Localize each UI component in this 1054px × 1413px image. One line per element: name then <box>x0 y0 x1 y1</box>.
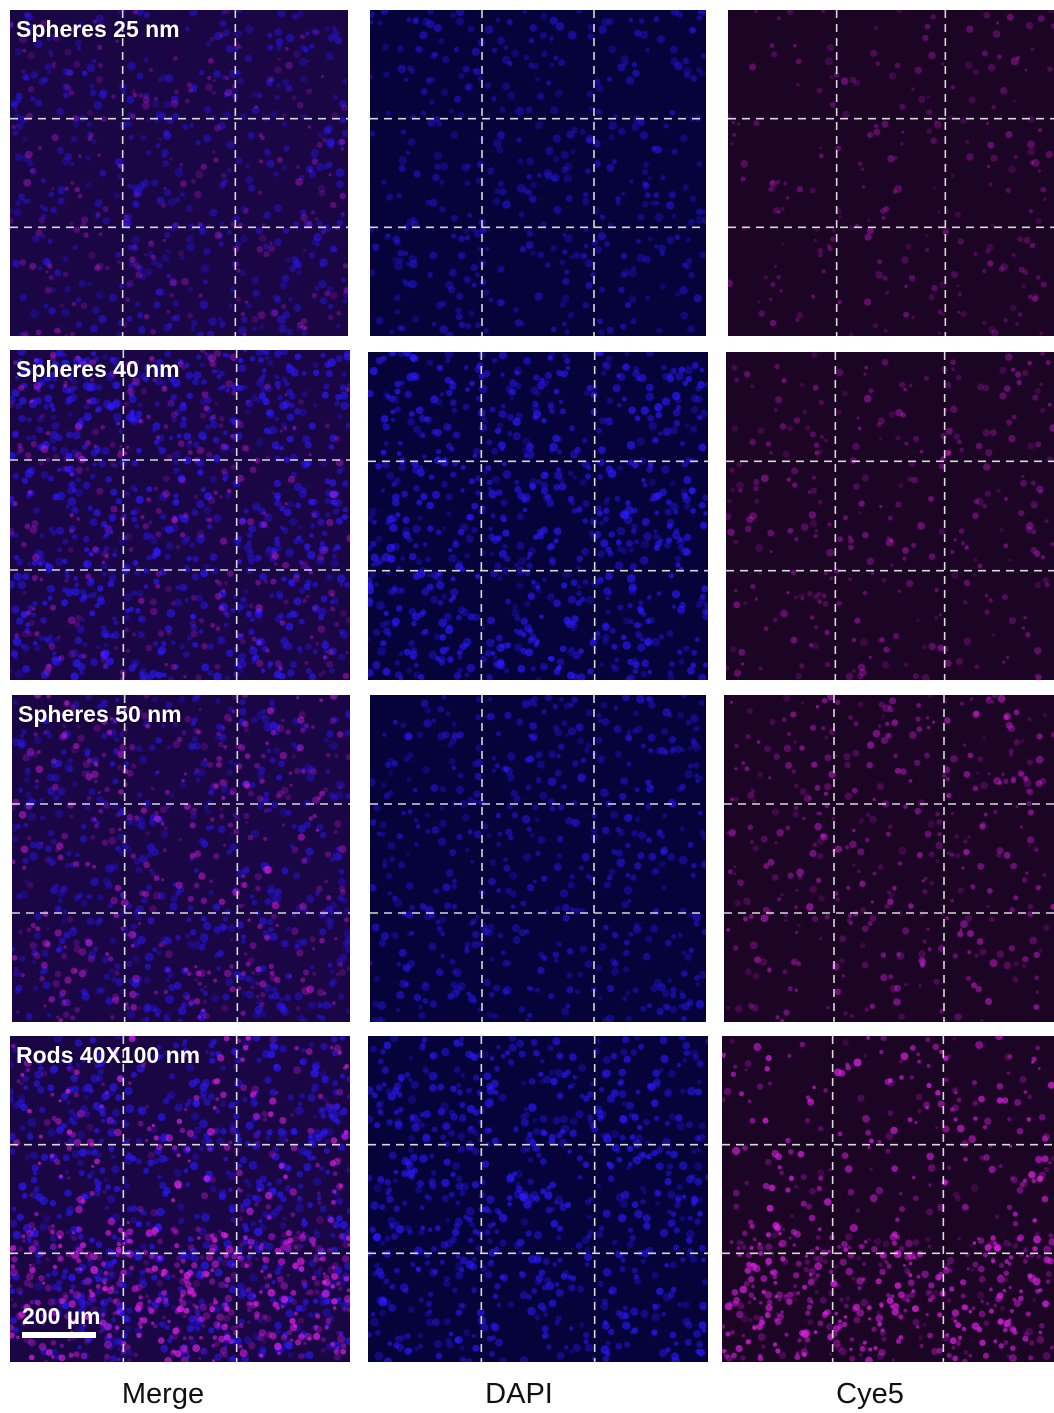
column-label-dapi: DAPI <box>485 1378 553 1410</box>
panel-dapi-row-1 <box>370 10 706 336</box>
micrograph-image <box>370 10 706 336</box>
panel-dapi-row-3 <box>370 695 706 1022</box>
row-label-rods-40x100nm: Rods 40X100 nm <box>16 1042 201 1068</box>
panel-merge-row-4: Rods 40X100 nm 200 µm <box>10 1036 350 1362</box>
panel-merge-row-2: Spheres 40 nm <box>10 350 350 680</box>
panel-cye5-row-1 <box>728 10 1054 336</box>
panel-merge-row-1: Spheres 25 nm <box>10 10 348 336</box>
micrograph-image <box>722 1036 1054 1362</box>
scale-bar-label: 200 µm <box>22 1303 101 1329</box>
column-label-merge: Merge <box>121 1378 205 1410</box>
micrograph-image <box>368 352 708 680</box>
panel-cye5-row-2 <box>726 352 1054 680</box>
micrograph-image <box>724 695 1054 1022</box>
column-label-cye5: Cye5 <box>836 1378 904 1410</box>
panel-cye5-row-3 <box>724 695 1054 1022</box>
micrograph-image <box>12 695 350 1022</box>
micrograph-image <box>10 1036 350 1362</box>
micrograph-image <box>10 350 350 680</box>
panel-dapi-row-4 <box>368 1036 708 1362</box>
micrograph-image <box>728 10 1054 336</box>
micrograph-image <box>370 695 706 1022</box>
panel-cye5-row-4 <box>722 1036 1054 1362</box>
scale-bar-line <box>22 1332 96 1338</box>
row-label-spheres-25nm: Spheres 25 nm <box>16 16 180 42</box>
row-label-spheres-50nm: Spheres 50 nm <box>18 701 182 727</box>
micrograph-image <box>726 352 1054 680</box>
row-label-spheres-40nm: Spheres 40 nm <box>16 356 180 382</box>
scale-bar: 200 µm <box>22 1303 100 1338</box>
micrograph-image <box>10 10 348 336</box>
panel-dapi-row-2 <box>368 352 708 680</box>
panel-merge-row-3: Spheres 50 nm <box>12 695 350 1022</box>
micrograph-image <box>368 1036 708 1362</box>
